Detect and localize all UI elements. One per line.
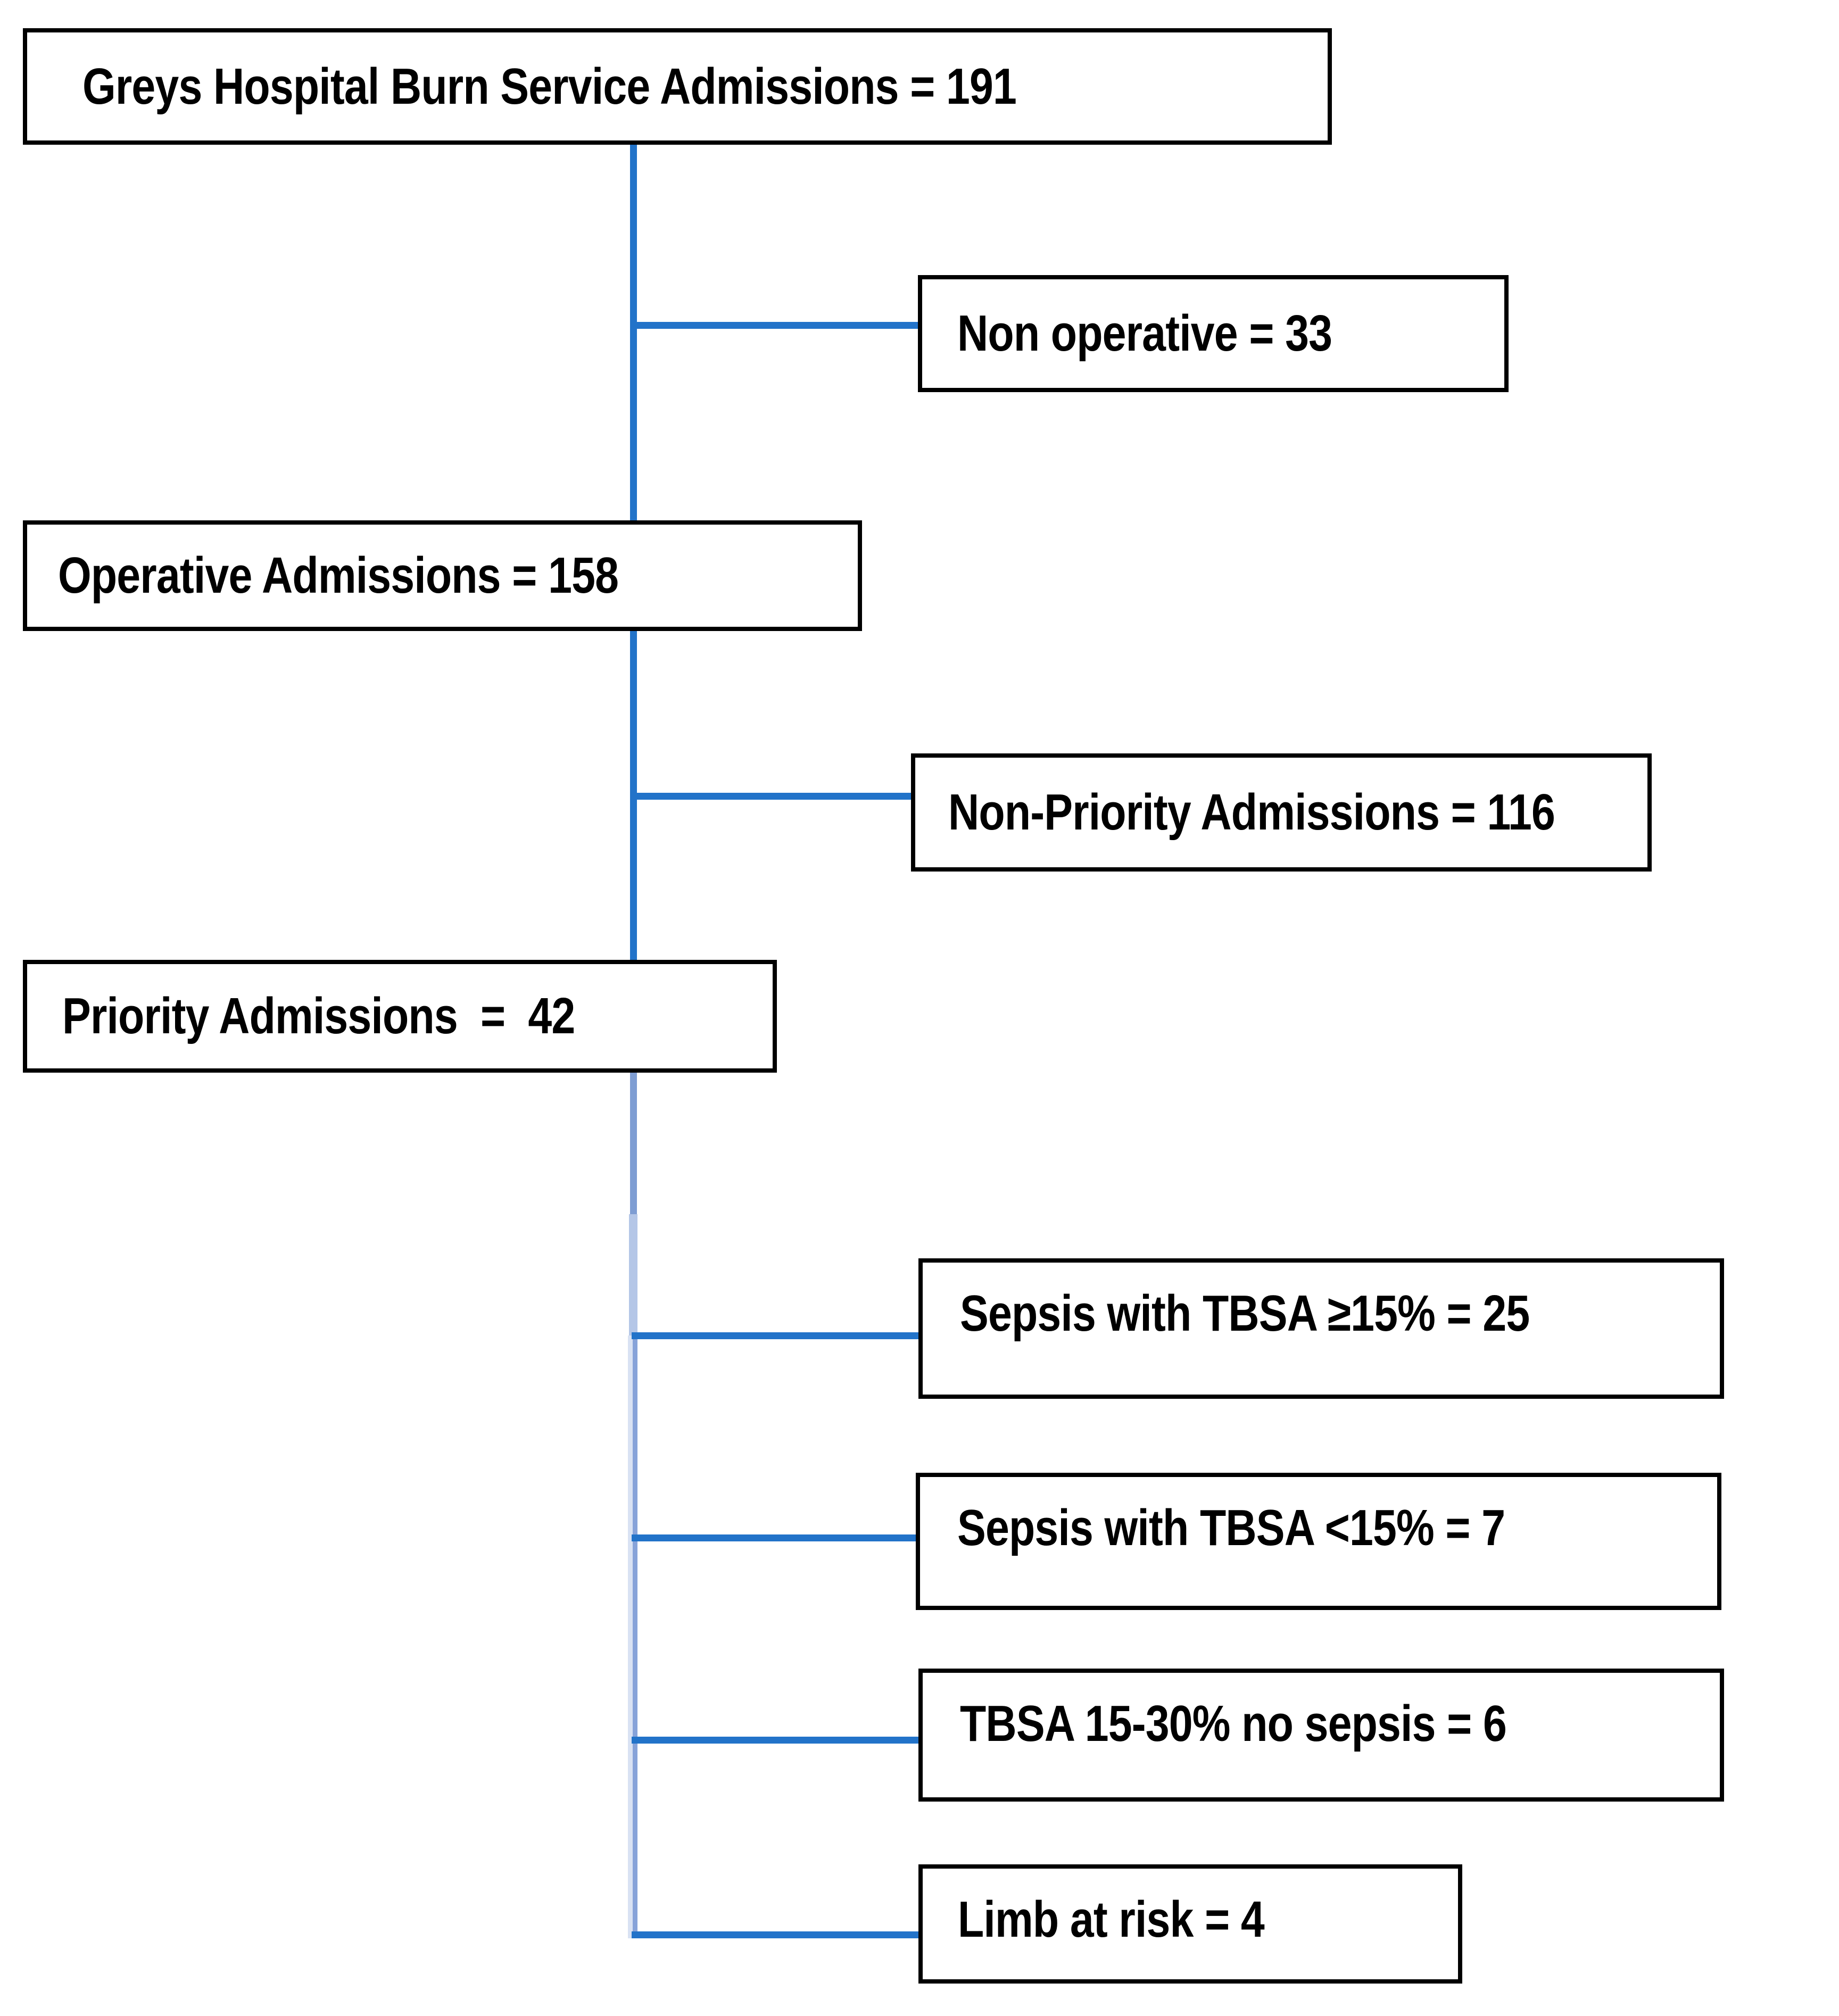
connector-branch-limb-at-risk [632,1931,936,1938]
node-non-priority-label: Non-Priority Admissions = 116 [948,784,1555,841]
connector-priority-stem-lower [628,1335,637,1938]
connector-branch-tbsa-15-30 [632,1737,936,1744]
node-priority-label: Priority Admissions = 42 [62,988,575,1044]
connector-branch-sepsis-tbsa-ge-15 [632,1332,936,1339]
node-operative-label: Operative Admissions = 158 [58,547,619,604]
node-limb-at-risk: Limb at risk = 4 [918,1864,1462,1984]
connector-branch-sepsis-tbsa-lt-15 [632,1534,933,1541]
connector-priority-stem-upper [630,1072,637,1214]
connector-branch-non-operative [632,322,934,329]
node-sepsis-tbsa-lt-15: Sepsis with TBSA <15% = 7 [916,1473,1721,1610]
connector-root-to-operative [630,144,637,522]
node-operative: Operative Admissions = 158 [23,520,862,631]
node-non-operative-label: Non operative = 33 [957,305,1332,362]
node-limb-at-risk-label: Limb at risk = 4 [958,1891,1265,1948]
node-tbsa-15-30-no-sepsis: TBSA 15-30% no sepsis = 6 [918,1669,1724,1802]
node-non-priority: Non-Priority Admissions = 116 [911,753,1652,872]
node-sepsis-tbsa-lt-15-label: Sepsis with TBSA <15% = 7 [957,1499,1505,1556]
connector-priority-stem-middle [629,1214,637,1335]
node-priority: Priority Admissions = 42 [23,960,777,1073]
connector-branch-non-priority [632,793,929,800]
node-sepsis-tbsa-ge-15-label: Sepsis with TBSA ≥15% = 25 [960,1285,1530,1342]
node-sepsis-tbsa-ge-15: Sepsis with TBSA ≥15% = 25 [918,1258,1724,1399]
node-admissions-total: Greys Hospital Burn Service Admissions =… [23,28,1332,145]
node-non-operative: Non operative = 33 [918,275,1509,392]
node-tbsa-15-30-no-sepsis-label: TBSA 15-30% no sepsis = 6 [960,1695,1507,1752]
node-admissions-total-label: Greys Hospital Burn Service Admissions =… [82,57,1017,115]
